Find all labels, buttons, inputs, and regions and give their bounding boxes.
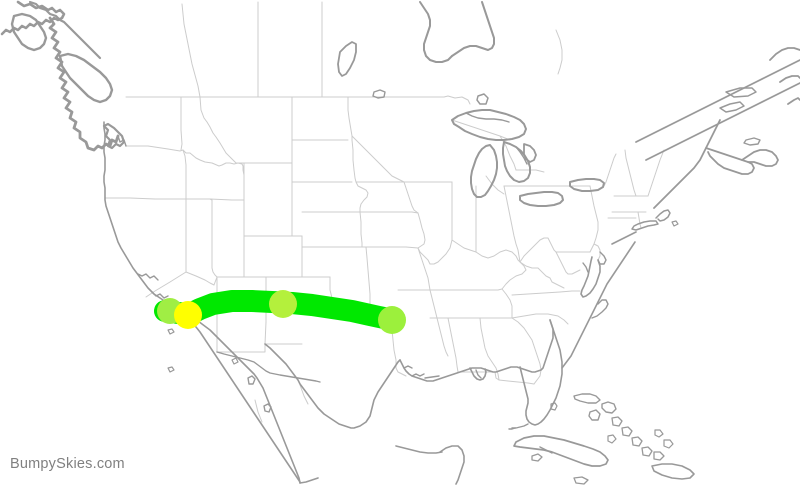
- state-borders-layer: [104, 1, 665, 423]
- flight-path-layer[interactable]: [154, 290, 406, 334]
- watermark-bumpyskies: BumpySkies.com: [10, 456, 125, 472]
- waypoint-marker-2[interactable]: [174, 301, 202, 329]
- waypoint-marker-destination[interactable]: [378, 306, 406, 334]
- waypoint-marker-3[interactable]: [269, 290, 297, 318]
